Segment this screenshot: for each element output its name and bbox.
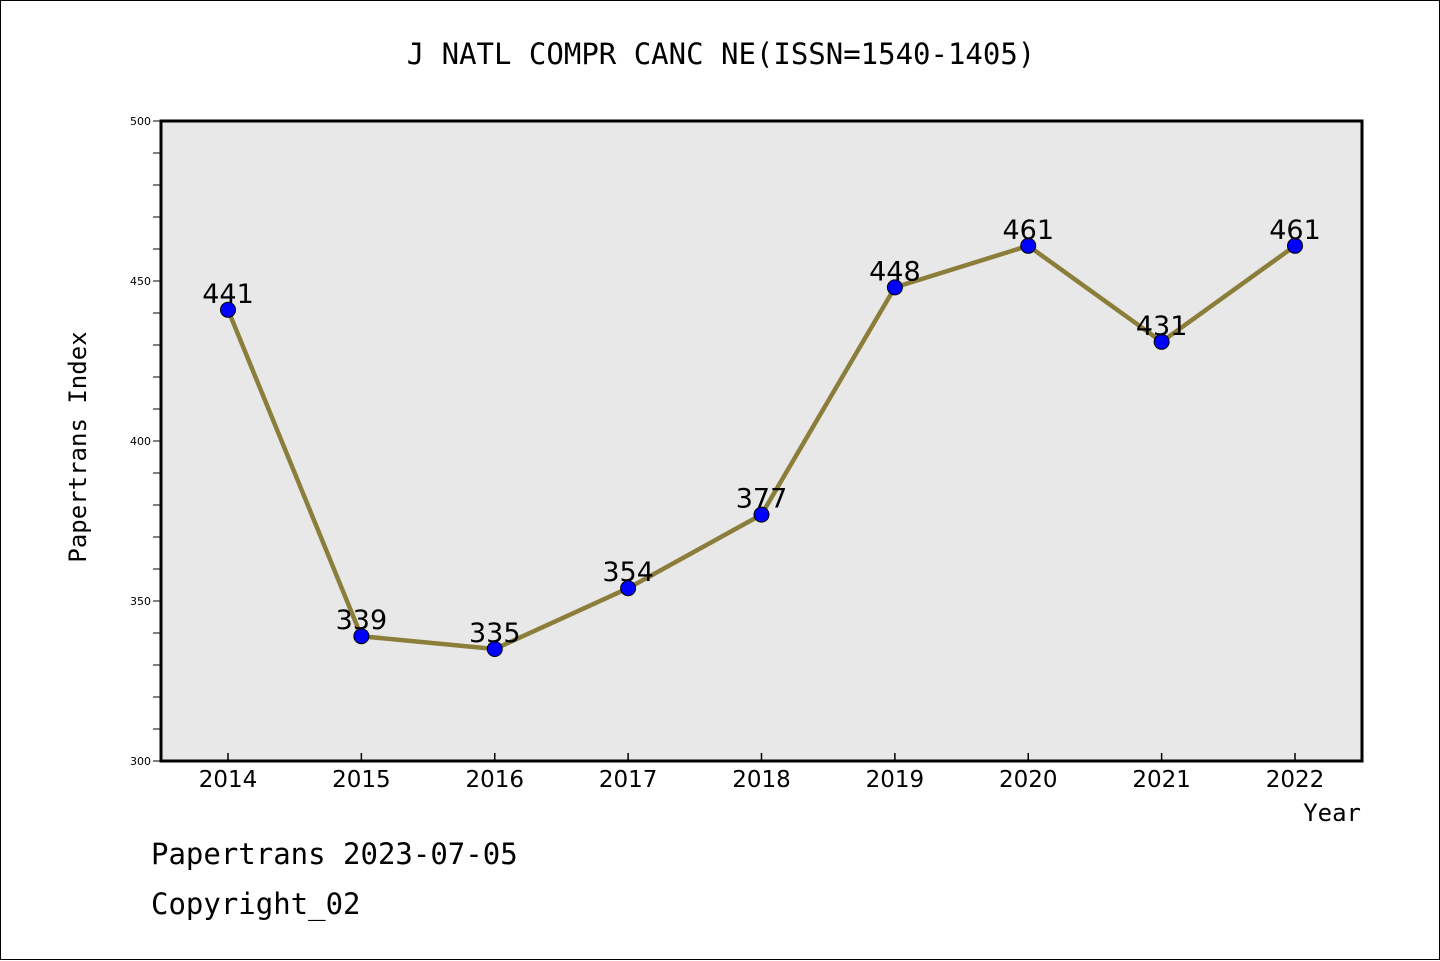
data-point (886, 279, 903, 296)
footer-date: Papertrans 2023-07-05 (151, 837, 518, 871)
x-axis: 2014 2015 2016 2017 2018 2019 2020 2021 2022 (199, 753, 1325, 793)
data-label: 441 (202, 279, 254, 310)
y-axis-label: Papertrans Index (64, 331, 92, 562)
data-point (353, 628, 370, 645)
data-point (1287, 237, 1303, 254)
x-tick-label: 2018 (732, 767, 791, 793)
data-label: 461 (1269, 215, 1321, 246)
x-tick-label: 2017 (599, 767, 658, 793)
series-line: 441 339 335 354 377 448 461 431 461 (202, 215, 1321, 657)
data-point (620, 580, 637, 597)
x-axis-label: Year (1303, 799, 1361, 827)
data-point (753, 506, 770, 523)
data-point (1153, 333, 1170, 350)
chart-title: J NATL COMPR CANC NE(ISSN=1540-1405) (406, 37, 1036, 71)
data-label: 377 (736, 484, 788, 515)
x-tick-label: 2014 (199, 767, 258, 793)
data-label: 335 (469, 618, 521, 649)
y-tick-label: 350 (130, 595, 151, 608)
y-tick-label: 450 (130, 275, 151, 288)
y-axis: 300 350 400 450 500 (130, 115, 161, 768)
footer-copyright: Copyright_02 (151, 887, 361, 921)
plot-area (159, 119, 1364, 763)
x-tick-label: 2019 (866, 767, 925, 793)
x-tick-label: 2015 (332, 767, 391, 793)
data-label: 339 (336, 605, 388, 636)
data-label: 461 (1002, 215, 1054, 246)
x-tick-label: 2022 (1266, 767, 1325, 793)
x-tick-label: 2016 (465, 767, 524, 793)
y-tick-label: 500 (130, 115, 151, 128)
data-point (220, 301, 236, 318)
data-label: 431 (1136, 311, 1188, 342)
data-label: 354 (602, 557, 654, 588)
data-point (486, 641, 503, 657)
data-point (1020, 237, 1037, 254)
y-tick-label: 400 (130, 435, 151, 448)
x-tick-label: 2020 (999, 767, 1058, 793)
data-label: 448 (869, 256, 921, 287)
y-tick-label: 300 (130, 755, 151, 768)
x-tick-label: 2021 (1132, 767, 1191, 793)
